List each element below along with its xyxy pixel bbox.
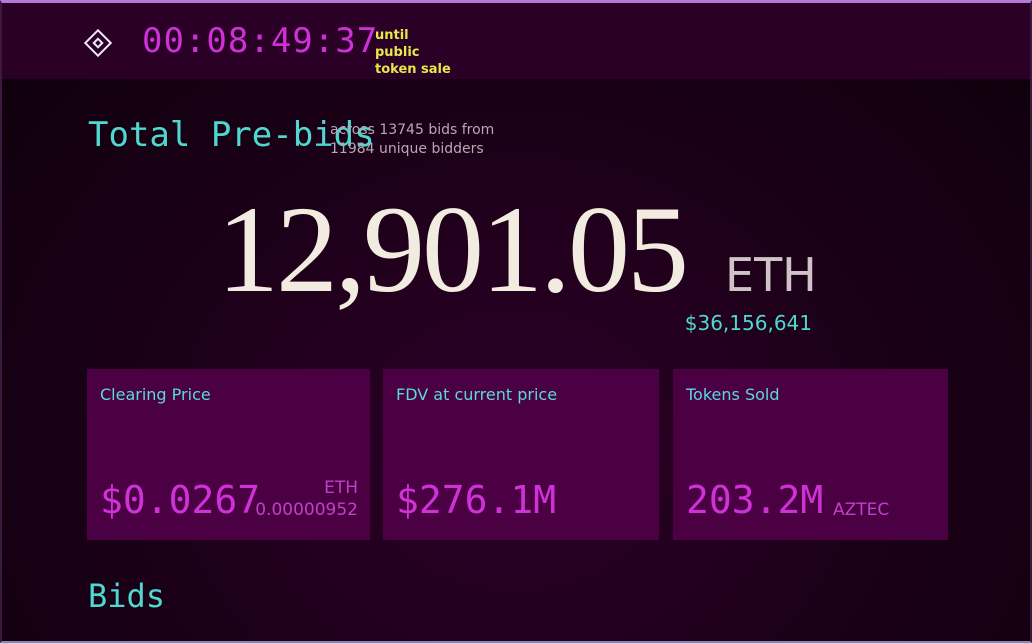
card-label: Tokens Sold	[686, 385, 780, 404]
stat-card: FDV at current price $276.1M	[383, 369, 659, 540]
total-usd: $36,156,641	[684, 311, 812, 335]
total-unit: ETH	[725, 248, 817, 302]
card-label: Clearing Price	[100, 385, 211, 404]
countdown-caption: until public token sale	[375, 28, 451, 77]
countdown: 00:08:49:37	[142, 21, 379, 61]
stat-card: Tokens Sold 203.2M AZTEC	[673, 369, 948, 540]
logo[interactable]	[83, 28, 113, 58]
card-value: $276.1M	[396, 478, 557, 522]
stat-card: Clearing Price $0.0267 ETH 0.00000952	[87, 369, 370, 540]
header: 00:08:49:37 until public token sale	[2, 3, 1030, 79]
total-amount: 12,901.05	[217, 181, 689, 318]
card-value: $0.0267	[100, 478, 261, 522]
section-title: Total Pre-bids	[88, 115, 375, 155]
bids-title: Bids	[88, 577, 166, 615]
card-sub-value: 0.00000952	[255, 500, 358, 520]
card-label: FDV at current price	[396, 385, 558, 404]
section-subtitle: across 13745 bids from 11984 unique bidd…	[330, 122, 495, 157]
card-unit: AZTEC	[833, 500, 890, 520]
card-value: 203.2M	[686, 478, 824, 522]
card-unit: ETH	[324, 478, 358, 498]
